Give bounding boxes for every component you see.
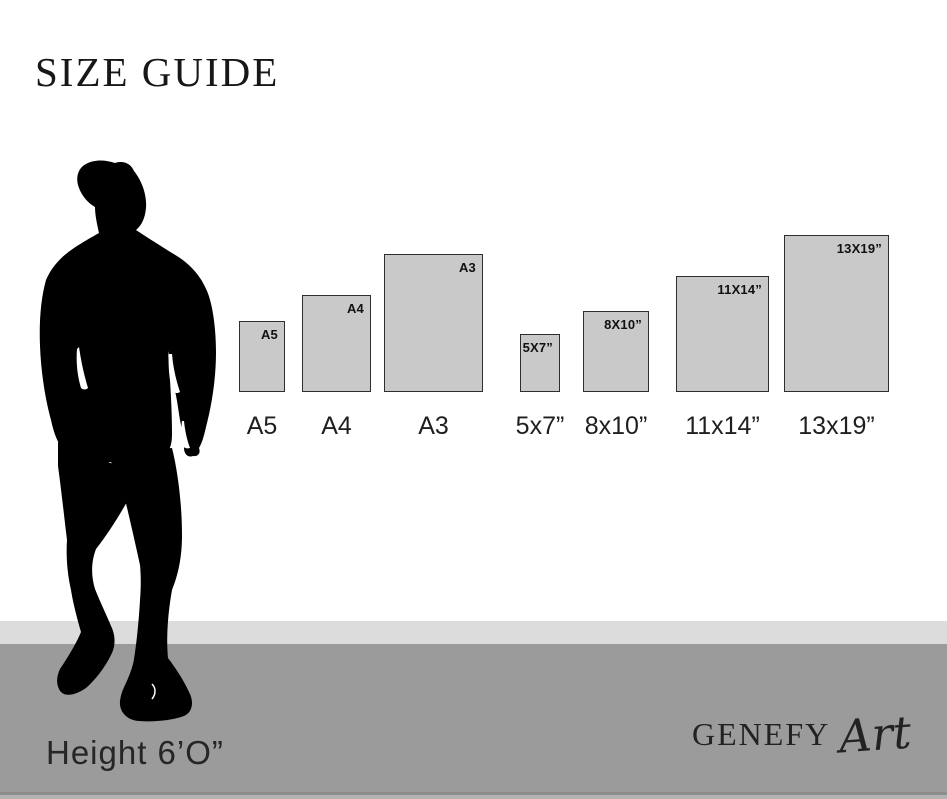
size-box-a5: A5	[239, 321, 285, 392]
floor-light-strip	[0, 621, 947, 644]
size-caption-a4: A4	[321, 412, 352, 440]
brand-wordmark: GENEFY	[692, 716, 831, 752]
size-caption-8x10: 8x10”	[584, 412, 648, 440]
size-box-13x19: 13X19”	[784, 235, 889, 392]
size-caption-13x19: 13x19”	[798, 412, 875, 440]
size-box-11x14: 11X14”	[676, 276, 769, 392]
size-caption-a3: A3	[418, 412, 449, 440]
size-box-label: A3	[458, 260, 476, 275]
size-caption-a5: A5	[246, 412, 278, 440]
size-box-label: A4	[346, 301, 364, 316]
man-silhouette	[39, 160, 216, 722]
size-box-label: 5X7”	[522, 340, 553, 355]
size-box-a3: A3	[384, 254, 483, 392]
size-box-8x10: 8X10”	[583, 311, 649, 392]
size-box-label: 8X10”	[604, 317, 642, 332]
height-label: Height 6’O”	[46, 734, 224, 771]
brand-logo: GENEFY Art	[692, 705, 913, 764]
size-caption-5x7: 5x7”	[515, 412, 565, 440]
size-box-a4: A4	[302, 295, 371, 392]
floor-bottom-fade	[0, 795, 947, 799]
floor-shadow-line	[0, 792, 947, 795]
size-box-label: 11X14”	[717, 282, 762, 297]
size-box-5x7: 5X7”	[520, 334, 560, 392]
size-box-label: A5	[260, 327, 278, 342]
size-box-label: 13X19”	[836, 241, 882, 256]
page-title: SIZE GUIDE	[35, 49, 280, 95]
brand-script: Art	[836, 705, 913, 764]
size-caption-11x14: 11x14”	[685, 412, 760, 440]
